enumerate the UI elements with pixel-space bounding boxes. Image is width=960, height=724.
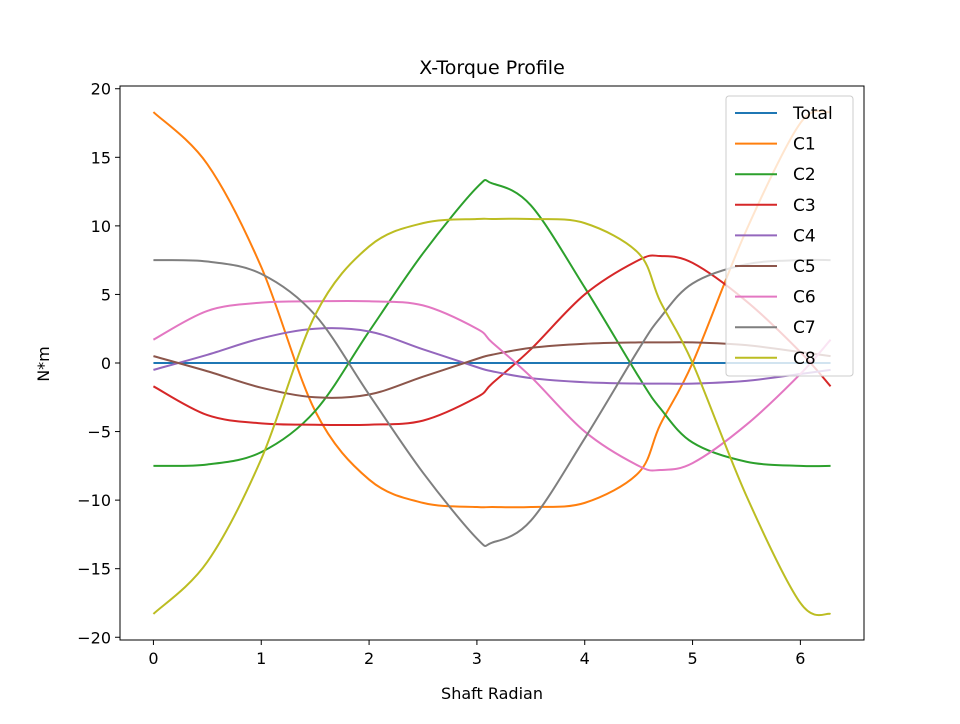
legend-label: C2 [793,165,816,185]
x-tick-label: 0 [148,649,158,668]
series-lines [152,109,832,617]
legend-label: C7 [793,318,816,338]
legend-box [725,95,854,377]
x-tick-label: 2 [364,649,374,668]
series-line-c8 [152,217,831,617]
x-tick-label: 5 [687,649,697,668]
x-tick-label: 6 [795,649,805,668]
legend-label: C8 [793,349,816,369]
axis-ticks: 0 1 2 3 4 5 6 −20 −15 −10 −5 0 5 10 15 20 [77,80,805,668]
x-tick-label: 3 [472,649,482,668]
y-tick-label: −15 [77,560,111,579]
series-line-c7 [153,258,831,548]
legend-label: C4 [793,226,816,246]
series-line-c4 [153,327,831,385]
y-tick-label: 0 [101,354,111,373]
series-line-c3 [152,254,832,427]
y-tick-label: −10 [77,491,111,510]
x-tick-label: 4 [580,649,590,668]
x-axis-label: Shaft Radian [441,684,543,703]
y-tick-label: −5 [87,423,111,442]
legend-label: C6 [793,288,816,308]
series-line-c5 [153,341,831,399]
x-tick-label: 1 [256,649,266,668]
legend-label: C1 [793,135,816,155]
y-tick-label: 15 [91,148,111,167]
y-tick-label: 20 [91,80,111,99]
y-axis-label: N*m [34,346,53,382]
series-line-c2 [153,178,831,468]
y-tick-label: 5 [101,285,111,304]
legend: Total C1 C2 C3 C4 C5 C6 C7 C8 [725,95,854,377]
plot-frame [119,85,865,641]
y-tick-label: −20 [77,628,111,647]
legend-label: C3 [793,196,816,216]
legend-label: Total [792,104,833,124]
legend-label: C5 [793,257,816,277]
chart-title: X-Torque Profile [419,57,565,79]
y-tick-label: 10 [91,217,111,236]
